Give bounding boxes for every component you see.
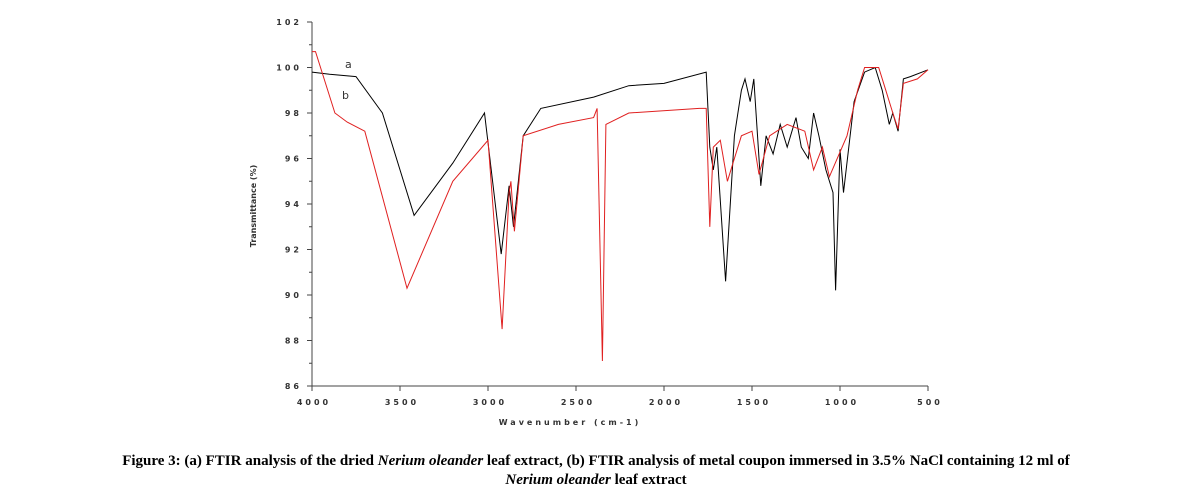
spectrum-line [312, 51, 929, 362]
caption-text: Nerium oleander [377, 453, 484, 469]
x-tick-label: 3500 [385, 398, 419, 407]
x-tick-label: 500 [917, 398, 943, 407]
y-axis-label: Transmittance (%) [249, 165, 258, 247]
y-tick-label: 102 [276, 18, 302, 27]
x-tick-label: 1500 [737, 398, 771, 407]
caption-text: leaf extract [610, 472, 687, 488]
y-tick-label: 98 [285, 109, 302, 118]
y-tick-label: 96 [285, 155, 302, 164]
caption-text: Figure 3: (a) FTIR analysis of the dried [122, 453, 378, 469]
x-tick-label: 3000 [473, 398, 507, 407]
y-tick-label: 86 [285, 382, 302, 391]
y-tick-label: 94 [285, 200, 302, 209]
caption-text: leaf extract, (b) FTIR analysis of metal… [483, 453, 1070, 469]
y-tick-label: 92 [285, 246, 302, 255]
x-tick-label: 2000 [649, 398, 683, 407]
x-axis-label: Wavenumber (cm-1) [499, 418, 641, 427]
y-tick-label: 100 [276, 64, 302, 73]
series-label: b [342, 89, 349, 102]
x-tick-label: 4000 [297, 398, 331, 407]
chart: Wavenumber (cm-1) Transmittance (%) 86 88… [249, 18, 943, 427]
y-tick-label: 88 [285, 337, 302, 346]
x-tick-label: 1000 [825, 398, 859, 407]
spectrum-line [311, 66, 929, 291]
y-tick-label: 90 [285, 291, 302, 300]
caption: Figure 3: (a) FTIR analysis of the dried… [0, 452, 1192, 490]
caption-line: Nerium oleander leaf extract [0, 471, 1192, 490]
caption-line: Figure 3: (a) FTIR analysis of the dried… [0, 452, 1192, 471]
x-tick-label: 2500 [561, 398, 595, 407]
caption-text: Nerium oleander [505, 472, 611, 488]
series-label: a [345, 58, 352, 71]
